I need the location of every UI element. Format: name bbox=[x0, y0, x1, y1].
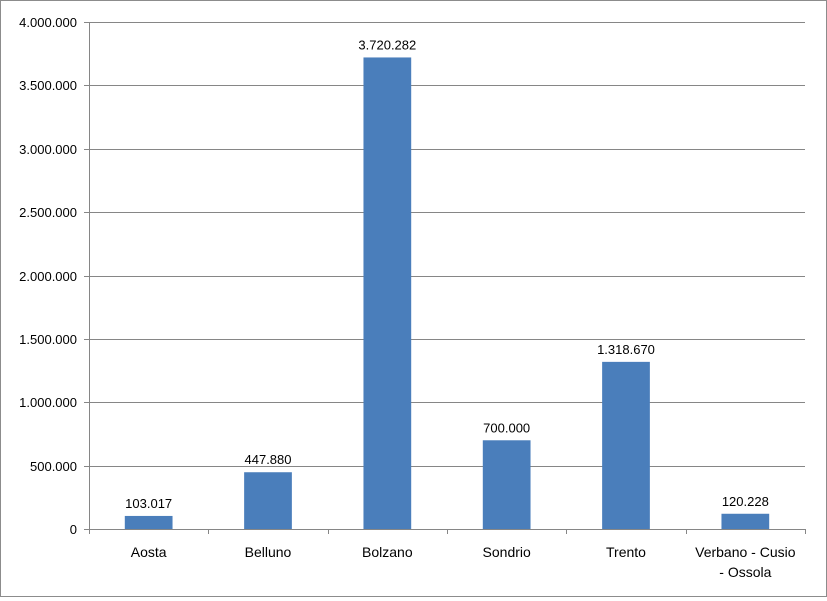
y-tick-label: 1.000.000 bbox=[19, 395, 77, 410]
y-tick-label: 4.000.000 bbox=[19, 15, 77, 30]
x-category-label: - Ossola bbox=[719, 564, 771, 580]
bar bbox=[124, 515, 173, 529]
y-tick-label: 2.000.000 bbox=[19, 269, 77, 284]
x-axis-category-labels: Aosta Belluno Bolzano Sondrio Trento Verbano … bbox=[131, 544, 796, 580]
data-label: 3.720.282 bbox=[358, 37, 416, 52]
data-labels: 103.017 447.880 3.720.282 700.000 1.318.670 1… bbox=[125, 37, 769, 510]
x-category-label: Verbano - Cusio bbox=[695, 544, 796, 560]
data-label: 447.880 bbox=[245, 452, 292, 467]
data-label: 120.228 bbox=[722, 494, 769, 509]
y-tick-label: 3.500.000 bbox=[19, 78, 77, 93]
bar bbox=[363, 57, 412, 530]
bar bbox=[482, 440, 531, 529]
gridlines bbox=[84, 22, 805, 530]
bar bbox=[244, 472, 292, 529]
x-category-label: Trento bbox=[606, 544, 646, 560]
x-category-label: Bolzano bbox=[362, 544, 413, 560]
x-category-label: Aosta bbox=[131, 544, 167, 560]
data-label: 700.000 bbox=[483, 420, 530, 435]
data-label: 103.017 bbox=[125, 496, 172, 511]
bar bbox=[721, 513, 770, 529]
y-axis-tick-labels: 0 500.000 1.000.000 1.500.000 2.000.000 2.500… bbox=[19, 15, 77, 537]
x-category-label: Belluno bbox=[245, 544, 292, 560]
bar bbox=[602, 361, 650, 529]
y-tick-label: 3.000.000 bbox=[19, 142, 77, 157]
x-category-label: Sondrio bbox=[483, 544, 531, 560]
data-label: 1.318.670 bbox=[597, 342, 655, 357]
y-tick-label: 0 bbox=[70, 522, 77, 537]
y-tick-label: 1.500.000 bbox=[19, 332, 77, 347]
y-tick-label: 2.500.000 bbox=[19, 205, 77, 220]
y-tick-label: 500.000 bbox=[30, 459, 77, 474]
axes bbox=[89, 22, 806, 534]
bars bbox=[124, 57, 770, 530]
